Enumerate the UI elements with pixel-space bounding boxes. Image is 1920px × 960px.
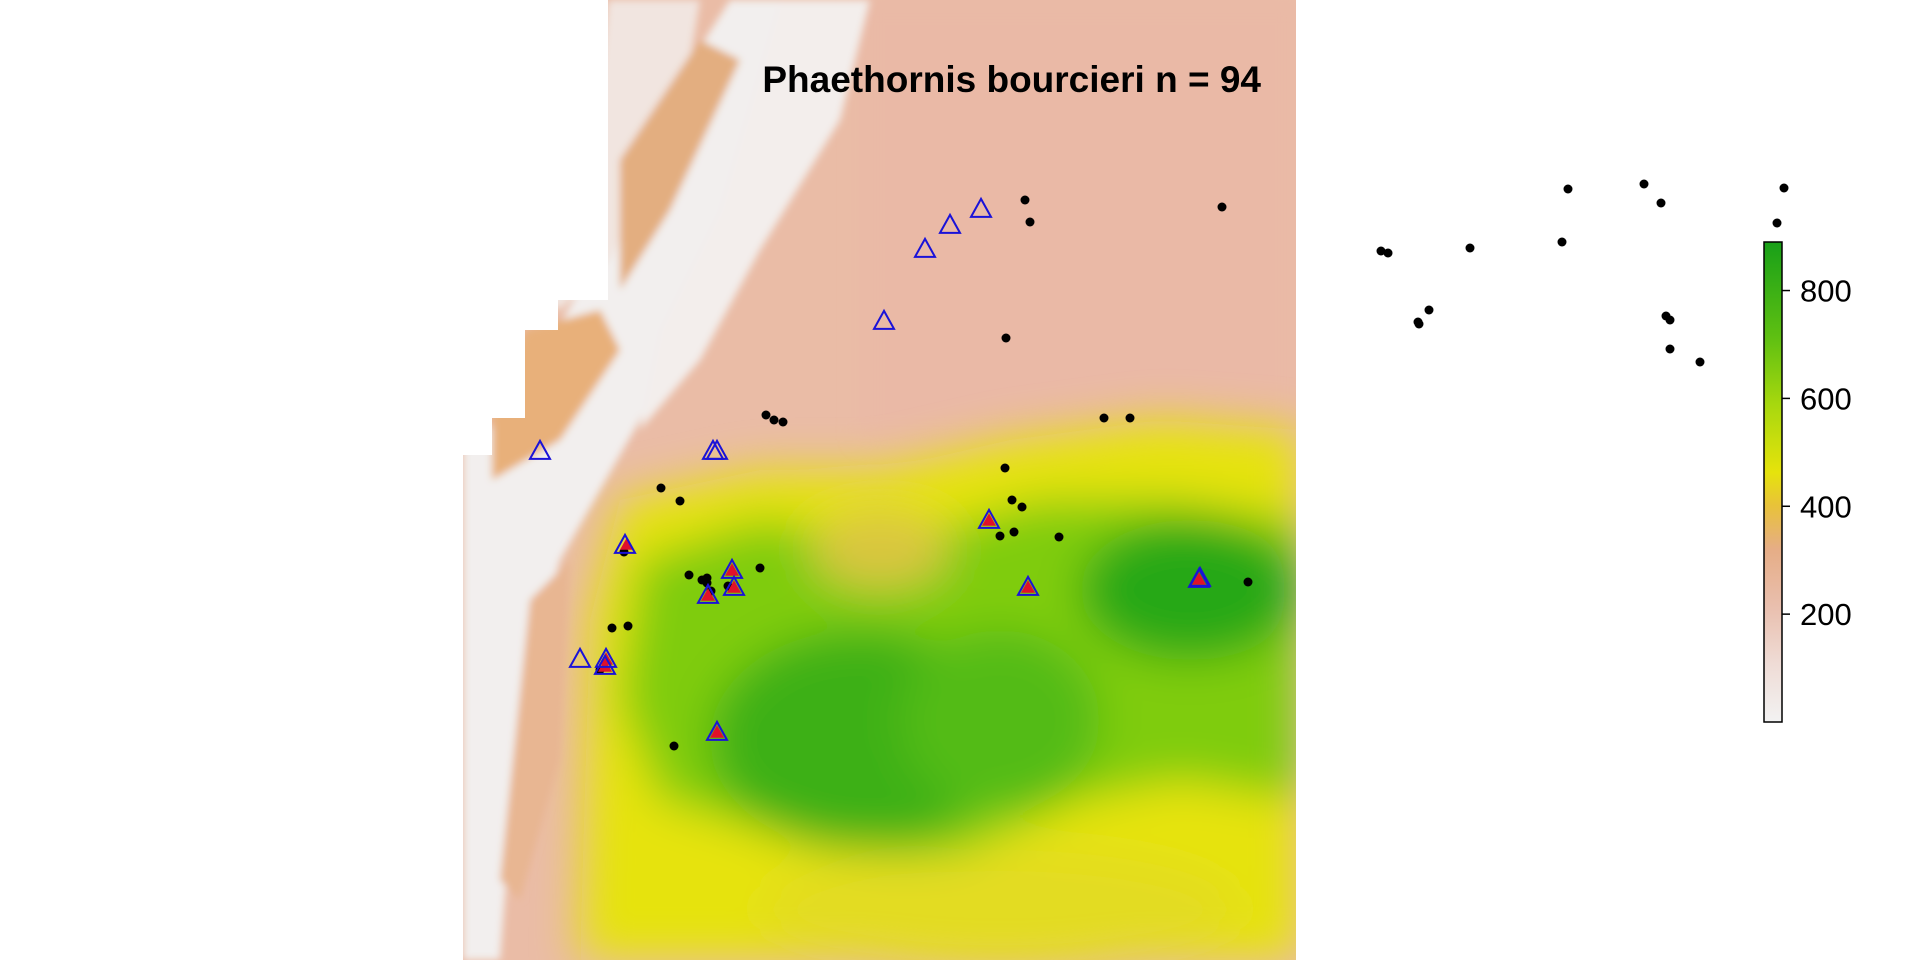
blue-triangle-marker [696, 582, 720, 604]
occurrence-dot [1383, 248, 1393, 258]
blue-triangle-marker [722, 574, 746, 596]
red-triangle-marker [1192, 572, 1206, 585]
legend-tick-label: 800 [1800, 274, 1852, 309]
legend-ticks: 800 600 400 200 [1782, 274, 1852, 632]
occurrence-dot [669, 741, 679, 751]
red-triangle-marker [701, 588, 715, 601]
blue-triangle-marker [913, 236, 937, 258]
occurrence-dot [1772, 218, 1782, 228]
occurrence-dot [1695, 357, 1705, 367]
blue-triangle-marker [872, 308, 896, 330]
blue-triangle-marker [969, 196, 993, 218]
blue-triangle-marker [938, 212, 962, 234]
occurrence-dot [1639, 179, 1649, 189]
blue-triangle-marker [720, 557, 744, 579]
occurrence-dot [1779, 183, 1789, 193]
map-title: Phaethornis bourcieri n = 94 [762, 59, 1261, 100]
occurrence-dot [755, 563, 765, 573]
occurrence-dot [607, 623, 617, 633]
legend-color-bar [1763, 241, 1783, 723]
occurrence-dot [1099, 413, 1109, 423]
occurrence-dot [1413, 317, 1423, 327]
occurrence-dot [623, 621, 633, 631]
occurrence-dot [1243, 577, 1253, 587]
blue-triangle-marker [1188, 565, 1212, 587]
occurrence-dot [1020, 195, 1030, 205]
red-triangle-marker [727, 580, 741, 593]
occurrence-dot [761, 410, 771, 420]
legend-tick-label: 600 [1800, 381, 1852, 416]
legend-tick-label: 200 [1800, 597, 1852, 632]
red-triangle-marker [710, 725, 724, 738]
occurrence-dot [1054, 532, 1064, 542]
blue-triangle-marker [593, 653, 617, 675]
occurrence-dot [1217, 202, 1227, 212]
blue-triangle-marker [568, 646, 592, 668]
occurrence-dot [1557, 237, 1567, 247]
red-triangle-marker [1021, 580, 1035, 593]
blue-triangle-marker [701, 438, 725, 460]
legend: 800 600 400 200 [1763, 241, 1852, 723]
occurrence-dot [1009, 527, 1019, 537]
raster-layer [463, 0, 1296, 960]
blue-triangle-marker [528, 438, 552, 460]
occurrence-dot [1125, 413, 1135, 423]
occurrence-dot [1656, 198, 1666, 208]
occurrence-dot [1000, 463, 1010, 473]
occurrence-dot [1424, 305, 1434, 315]
occurrence-dot [1007, 495, 1017, 505]
red-triangle-markers [598, 513, 1206, 738]
blue-triangle-marker [1016, 574, 1040, 596]
occurrence-dot [778, 417, 788, 427]
occurrence-dot [1017, 502, 1027, 512]
legend-tick-label: 400 [1800, 489, 1852, 524]
occurrence-dot [769, 415, 779, 425]
occurrence-dot [995, 531, 1005, 541]
occurrence-dot [1465, 243, 1475, 253]
occurrence-dot [1376, 246, 1386, 256]
blue-triangle-marker [613, 532, 637, 554]
red-triangle-marker [725, 563, 739, 576]
occurrence-dot [675, 496, 685, 506]
occurrence-dot [684, 570, 694, 580]
occurrence-dot [702, 573, 712, 583]
occurrence-dot [656, 483, 666, 493]
blue-triangle-marker [705, 719, 729, 741]
occurrence-dot [1563, 184, 1573, 194]
occurrence-dot [1001, 333, 1011, 343]
blue-triangle-marker [977, 507, 1001, 529]
red-triangle-marker [598, 659, 612, 672]
blue-triangle-marker [594, 646, 618, 668]
blue-triangle-markers [528, 196, 1212, 741]
occurrence-dot [1665, 315, 1675, 325]
red-triangle-marker [982, 513, 996, 526]
occurrence-dot [1025, 217, 1035, 227]
occurrence-dot [1665, 344, 1675, 354]
